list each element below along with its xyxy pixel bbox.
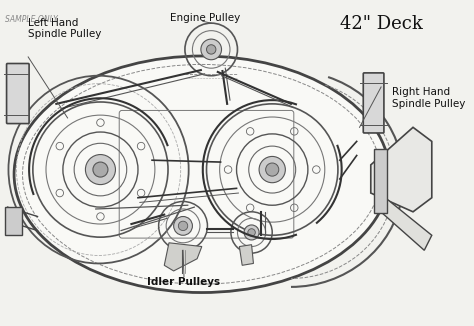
Text: Engine Pulley: Engine Pulley [170, 13, 240, 23]
Circle shape [93, 162, 108, 177]
FancyBboxPatch shape [363, 73, 384, 133]
FancyBboxPatch shape [7, 64, 29, 124]
Circle shape [85, 155, 116, 185]
Text: 42" Deck: 42" Deck [339, 15, 422, 33]
Circle shape [207, 45, 216, 54]
Circle shape [248, 229, 255, 236]
Text: Idler Pulleys: Idler Pulleys [147, 276, 220, 287]
FancyBboxPatch shape [374, 149, 387, 213]
Circle shape [178, 221, 188, 230]
Polygon shape [164, 243, 202, 271]
Circle shape [173, 216, 192, 235]
Polygon shape [371, 127, 432, 212]
Circle shape [244, 225, 259, 240]
Text: SAMPLE ONLY: SAMPLE ONLY [5, 15, 57, 24]
Polygon shape [239, 245, 254, 265]
Polygon shape [375, 196, 432, 250]
Circle shape [259, 156, 285, 183]
FancyBboxPatch shape [5, 207, 22, 235]
Ellipse shape [14, 56, 390, 292]
Text: Right Hand
Spindle Pulley: Right Hand Spindle Pulley [392, 87, 466, 109]
Circle shape [265, 163, 279, 176]
Circle shape [201, 39, 221, 60]
Text: Left Hand
Spindle Pulley: Left Hand Spindle Pulley [28, 18, 101, 39]
